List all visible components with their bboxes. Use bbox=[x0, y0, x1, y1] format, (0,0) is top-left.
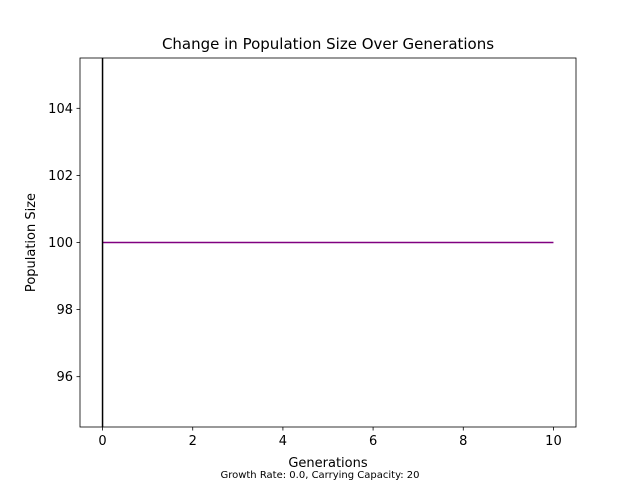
y-tick-label: 102 bbox=[48, 169, 73, 184]
y-tick-label: 100 bbox=[48, 236, 73, 251]
y-tick-label: 96 bbox=[56, 370, 73, 385]
x-tick-label: 6 bbox=[369, 434, 377, 449]
x-tick-label: 4 bbox=[279, 434, 287, 449]
growth-rate-annotation: Growth Rate: 0.0, Carrying Capacity: 20 bbox=[220, 470, 419, 480]
plot-frame bbox=[79, 57, 577, 428]
x-axis-ticks: 0 2 4 6 8 10 bbox=[98, 427, 562, 449]
y-axis-ticks: 96 98 100 102 104 bbox=[48, 102, 80, 385]
x-tick-label: 10 bbox=[545, 434, 562, 449]
y-axis-label: Population Size bbox=[24, 193, 39, 292]
x-axis-label: Generations bbox=[288, 456, 368, 471]
chart-title: Change in Population Size Over Generatio… bbox=[162, 35, 494, 53]
x-tick-label: 2 bbox=[189, 434, 197, 449]
y-tick-label: 98 bbox=[56, 303, 73, 318]
y-tick-label: 104 bbox=[48, 102, 73, 117]
x-tick-label: 0 bbox=[98, 434, 106, 449]
x-tick-label: 8 bbox=[459, 434, 467, 449]
plot-area bbox=[101, 58, 554, 427]
